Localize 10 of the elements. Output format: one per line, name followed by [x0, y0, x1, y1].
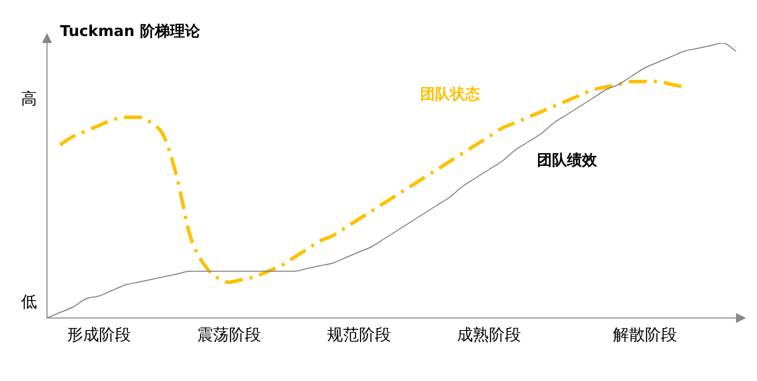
text: 团队状态 — [420, 85, 480, 104]
series-label: 团队绩效 — [537, 151, 598, 170]
text: 高 — [21, 89, 37, 108]
x-tick-label: 形成阶段 — [67, 324, 131, 344]
chart-title: Tuckman 阶梯理论 — [60, 22, 200, 41]
text: 低 — [21, 292, 37, 312]
x-tick-label: 震荡阶段 — [197, 324, 261, 344]
x-tick-label: 解散阶段 — [613, 324, 677, 344]
x-tick-label: 规范阶段 — [327, 324, 391, 344]
x-tick-label: 成熟阶段 — [457, 324, 521, 344]
